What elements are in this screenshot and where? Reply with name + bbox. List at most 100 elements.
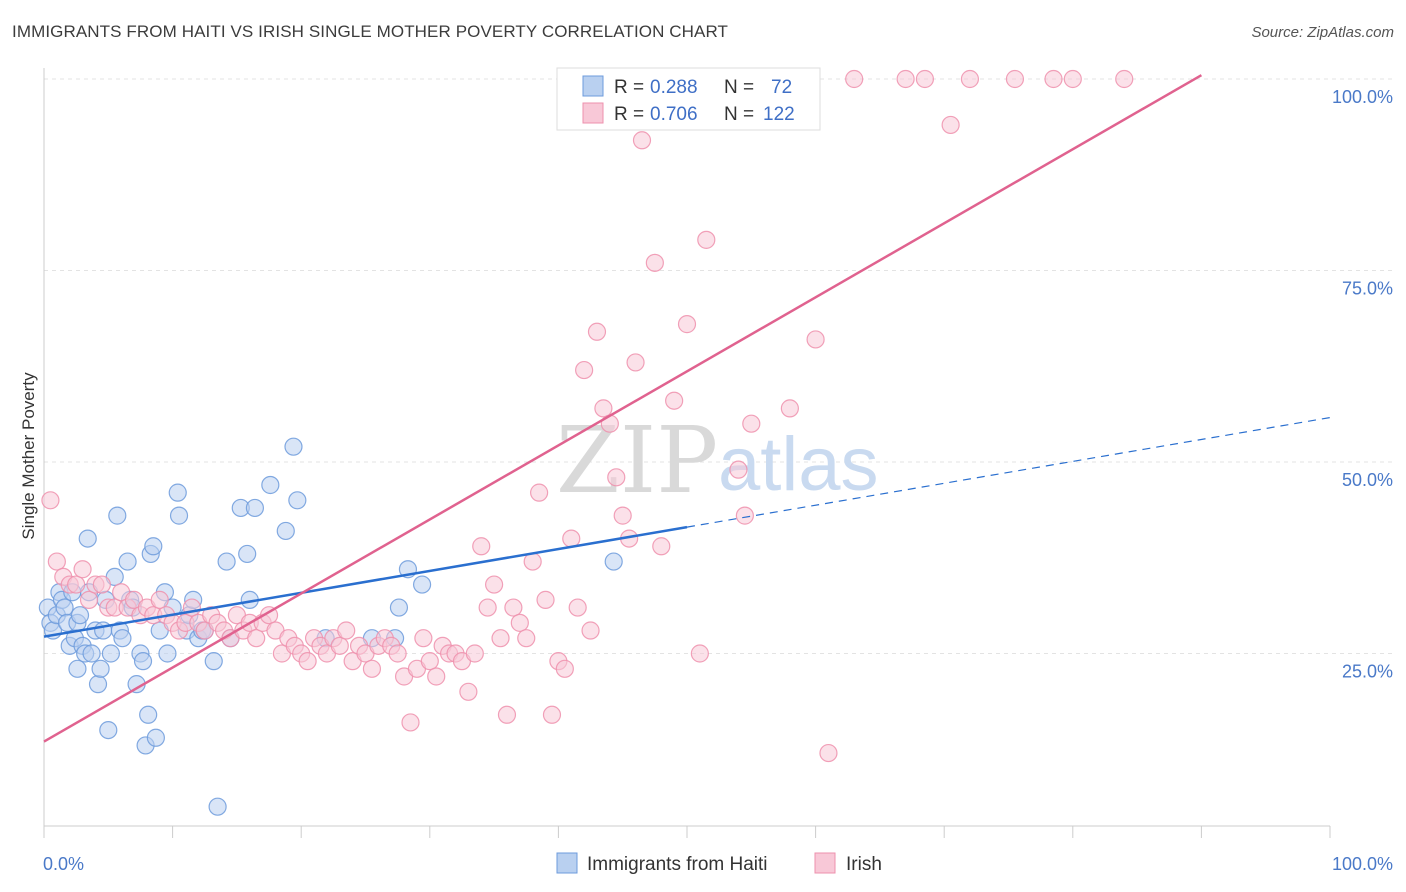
haiti-point-61 <box>261 475 280 495</box>
x-ticks <box>43 826 1331 838</box>
x-tick-label-min: 0.0% <box>43 854 84 874</box>
haiti-point-53 <box>204 652 223 671</box>
series-legend-label-haiti: Immigrants from Haiti <box>587 854 768 875</box>
legend-swatch-haiti <box>582 75 604 97</box>
irish-point-45 <box>330 636 349 655</box>
irish-point-54 <box>388 644 407 663</box>
irish-point-97 <box>665 391 684 410</box>
irish-point-101 <box>690 644 709 663</box>
irish-point-5 <box>73 560 92 579</box>
legend-r-label-irish: R = <box>614 104 644 125</box>
irish-point-74 <box>517 629 536 648</box>
irish-point-91 <box>626 353 645 372</box>
irish-point-72 <box>504 598 523 617</box>
irish-point-67 <box>472 537 491 556</box>
irish-point-73 <box>510 613 529 632</box>
irish-point-60 <box>427 667 446 686</box>
irish-point-77 <box>536 590 555 609</box>
haiti-point-58 <box>238 544 257 564</box>
series-legend: Immigrants from Haiti Irish <box>556 852 882 875</box>
irish-point-83 <box>575 360 594 380</box>
haiti-point-13 <box>70 606 90 625</box>
irish-point-122 <box>1115 69 1134 89</box>
haiti-point-39 <box>144 537 163 556</box>
haiti-point-27 <box>108 506 127 525</box>
haiti-point-46 <box>168 483 187 502</box>
irish-point-114 <box>845 69 864 89</box>
irish-point-84 <box>581 621 600 640</box>
irish-point-40 <box>298 652 317 671</box>
y-tick-label-75: 75.0% <box>1342 279 1393 299</box>
haiti-point-6 <box>55 598 74 617</box>
haiti-point-64 <box>288 491 307 510</box>
irish-point-65 <box>459 682 478 701</box>
irish-point-99 <box>677 315 697 334</box>
y-tick-label-50: 50.0% <box>1342 470 1393 490</box>
haiti-point-60 <box>245 498 265 518</box>
watermark-zip: ZIP <box>556 407 718 514</box>
irish-point-0 <box>41 491 60 510</box>
irish-point-50 <box>362 659 382 678</box>
haiti-point-24 <box>99 720 118 740</box>
haiti-trend-line <box>43 525 688 638</box>
irish-point-80 <box>555 659 574 678</box>
y-tick-label-100: 100.0% <box>1332 87 1393 107</box>
irish-point-107 <box>735 506 754 525</box>
legend-n-value-irish: 122 <box>763 104 795 125</box>
irish-point-8 <box>92 575 111 594</box>
gridlines <box>44 78 1392 654</box>
correlation-legend: R = 0.288 N = 72 R = 0.706 N = 122 <box>556 67 821 131</box>
y-tick-label-25: 25.0% <box>1342 662 1393 682</box>
irish-point-118 <box>960 69 980 89</box>
haiti-point-62 <box>276 521 295 541</box>
legend-r-value-haiti: 0.288 <box>650 77 698 98</box>
legend-n-label-haiti: N = <box>724 77 754 98</box>
y-axis-title: Single Mother Poverty <box>19 372 38 540</box>
series-legend-swatch-irish <box>814 852 836 874</box>
irish-point-59 <box>420 652 439 671</box>
irish-point-95 <box>652 537 671 556</box>
irish-point-121 <box>1063 69 1082 89</box>
chart-title: IMMIGRANTS FROM HAITI VS IRISH SINGLE MO… <box>12 22 729 41</box>
irish-point-76 <box>530 483 549 502</box>
irish-point-115 <box>896 69 915 89</box>
haiti-point-68 <box>389 598 409 617</box>
irish-point-6 <box>79 590 99 609</box>
irish-point-86 <box>594 399 613 418</box>
irish-point-17 <box>150 590 169 609</box>
irish-point-112 <box>806 330 825 349</box>
irish-point-110 <box>780 399 799 418</box>
trend-lines <box>43 74 1331 743</box>
series-legend-label-irish: Irish <box>846 854 882 875</box>
irish-point-108 <box>742 414 761 433</box>
haiti-point-70 <box>412 575 432 594</box>
irish-point-85 <box>587 322 607 341</box>
irish-point-1 <box>47 552 66 571</box>
irish-point-82 <box>568 598 587 617</box>
irish-point-71 <box>497 705 517 724</box>
irish-point-46 <box>337 621 356 640</box>
x-tick-label-max: 100.0% <box>1332 854 1393 874</box>
irish-point-68 <box>478 598 497 617</box>
irish-point-4 <box>67 575 86 594</box>
haiti-point-16 <box>78 529 97 548</box>
irish-point-58 <box>414 629 433 648</box>
irish-point-92 <box>632 131 652 150</box>
irish-point-102 <box>697 230 716 249</box>
series-legend-swatch-haiti <box>556 852 578 874</box>
haiti-point-30 <box>118 552 137 571</box>
irish-point-119 <box>1005 69 1025 89</box>
irish-point-69 <box>485 575 504 594</box>
irish-point-32 <box>247 629 266 648</box>
haiti-point-29 <box>113 629 132 648</box>
haiti-point-71 <box>604 552 623 571</box>
haiti-point-35 <box>133 652 153 671</box>
haiti-point-18 <box>82 644 101 663</box>
irish-point-56 <box>401 713 420 732</box>
haiti-point-37 <box>139 705 158 724</box>
legend-n-label-irish: N = <box>724 104 754 125</box>
irish-point-89 <box>613 506 632 525</box>
irish-point-88 <box>607 468 626 487</box>
haiti-trend-extension <box>686 416 1331 528</box>
